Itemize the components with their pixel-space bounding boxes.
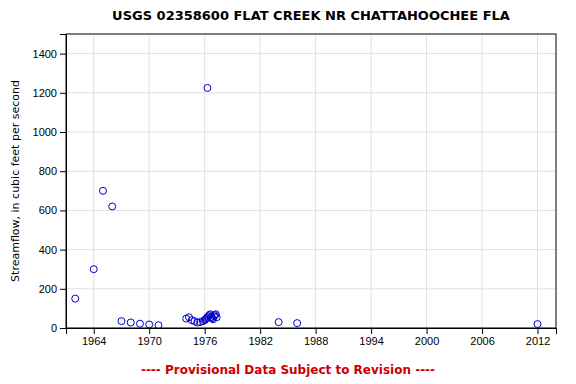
x-tick-label: 1994 — [359, 335, 383, 347]
point — [146, 321, 153, 328]
x-tick: 1988 — [304, 328, 328, 347]
chart: 1964 1970 1976 1982 1988 1994 2000 2006 2012 0 200… — [0, 0, 576, 384]
point — [72, 295, 79, 302]
title: USGS 02358600 FLAT CREEK NR CHATTAHOOCHE… — [112, 8, 510, 23]
point — [213, 314, 220, 321]
x-grid-line — [204, 34, 205, 328]
y-grid-line — [66, 249, 556, 250]
x-tick: 1982 — [248, 328, 272, 347]
x-tick: 1994 — [359, 328, 383, 347]
x-tick-mark — [538, 328, 539, 334]
x-tick-mark — [427, 328, 428, 334]
x-tick-label: 1976 — [193, 335, 217, 347]
y-tick-label: 0 — [51, 322, 57, 334]
x-grid-line — [537, 34, 538, 328]
y-tick-mark — [60, 210, 66, 211]
x-tick-mark — [316, 328, 317, 334]
y-tick-label: 800 — [39, 165, 57, 177]
grid — [66, 34, 556, 328]
y-tick-label: 600 — [39, 204, 57, 216]
y-grid-line — [66, 210, 556, 211]
y-grid-line — [66, 171, 556, 172]
x-grid-line — [93, 34, 94, 328]
x-axis-line — [67, 329, 557, 335]
point — [204, 84, 211, 91]
x-axis: 1964 1970 1976 1982 1988 1994 2000 2006 2012 — [67, 328, 557, 347]
y-tick-label: 1400 — [33, 48, 57, 60]
point — [534, 321, 541, 328]
point — [118, 318, 125, 325]
y-grid-line — [66, 92, 556, 93]
point — [294, 320, 301, 327]
y-tick: 1200 — [33, 87, 66, 99]
footer-annotation: ---- Provisional Data Subject to Revisio… — [141, 363, 435, 377]
y-tick-mark — [60, 132, 66, 133]
y-tick-label: 400 — [39, 244, 57, 256]
y-axis-title: Streamflow, in cubic feet per second — [9, 80, 22, 282]
x-tick: 2006 — [470, 328, 494, 347]
x-tick-label: 2012 — [526, 335, 550, 347]
y-tick: 1400 — [33, 48, 66, 60]
point — [136, 320, 143, 327]
x-tick-mark — [149, 328, 150, 334]
y-axis: 0 200 400 600 800 1000 1200 1400 — [33, 35, 67, 335]
x-tick: 1976 — [193, 328, 217, 347]
x-tick-mark — [260, 328, 261, 334]
y-tick: 0 — [51, 322, 66, 334]
point — [127, 319, 134, 326]
x-grid-line — [371, 34, 372, 328]
y-axis-line — [60, 35, 67, 329]
point — [90, 266, 97, 273]
plot-frame — [66, 34, 556, 328]
points — [72, 84, 541, 328]
x-grid-line — [149, 34, 150, 328]
x-tick: 1964 — [82, 328, 106, 347]
x-tick-mark — [482, 328, 483, 334]
x-tick-label: 2006 — [470, 335, 494, 347]
x-tick: 2012 — [526, 328, 550, 347]
x-tick-label: 1970 — [137, 335, 161, 347]
y-tick-mark — [60, 328, 66, 329]
point — [211, 312, 218, 319]
y-tick-label: 200 — [39, 283, 57, 295]
y-grid-line — [66, 53, 556, 54]
x-tick-label: 1982 — [248, 335, 272, 347]
x-grid-line — [426, 34, 427, 328]
x-grid-line — [315, 34, 316, 328]
plot: 1964 1970 1976 1982 1988 1994 2000 2006 2012 0 200… — [33, 34, 557, 347]
x-grid-line — [260, 34, 261, 328]
y-tick-label: 1200 — [33, 87, 57, 99]
x-tick-mark — [94, 328, 95, 334]
y-tick: 600 — [39, 204, 66, 216]
y-tick-mark — [60, 289, 66, 290]
x-grid-line — [482, 34, 483, 328]
y-grid-line — [66, 132, 556, 133]
y-tick: 800 — [39, 165, 66, 177]
y-grid-line — [66, 288, 556, 289]
x-tick-label: 2000 — [415, 335, 439, 347]
x-tick: 2000 — [415, 328, 439, 347]
point — [109, 203, 116, 210]
y-tick-mark — [60, 93, 66, 94]
y-tick: 400 — [39, 244, 66, 256]
x-tick-label: 1988 — [304, 335, 328, 347]
y-tick-mark — [60, 171, 66, 172]
y-tick-mark — [60, 54, 66, 55]
x-tick-mark — [371, 328, 372, 334]
x-tick-mark — [205, 328, 206, 334]
y-tick: 1000 — [33, 126, 66, 138]
point — [275, 319, 282, 326]
point — [155, 322, 162, 328]
x-tick: 1970 — [137, 328, 161, 347]
y-tick-mark — [60, 250, 66, 251]
y-tick-label: 1000 — [33, 126, 57, 138]
point — [99, 187, 106, 194]
y-tick: 200 — [39, 283, 66, 295]
x-tick-label: 1964 — [82, 335, 106, 347]
